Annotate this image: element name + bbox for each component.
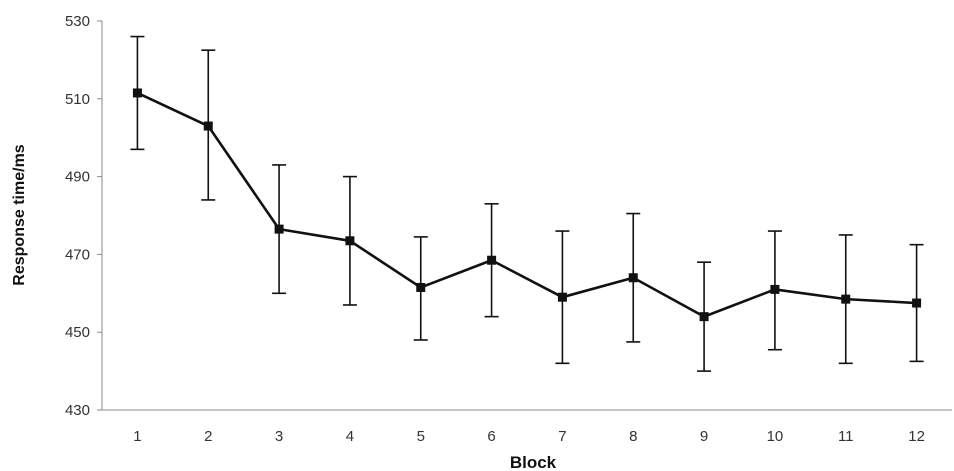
y-tick-label: 530	[65, 13, 90, 30]
x-tick-label: 6	[487, 428, 495, 445]
series-line-path	[136, 91, 917, 318]
x-tick-label: 4	[346, 428, 354, 445]
data-point-marker	[487, 255, 497, 265]
x-tick-label: 9	[700, 428, 708, 445]
x-tick-label: 8	[629, 428, 637, 445]
x-tick-label: 12	[908, 428, 925, 445]
data-markers	[132, 88, 922, 322]
x-tick-label: 11	[838, 428, 854, 445]
data-point-marker	[841, 294, 851, 304]
x-tick-label: 1	[133, 428, 141, 445]
data-point-marker	[912, 298, 922, 308]
x-tick-label: 7	[558, 428, 566, 445]
y-tick-label: 470	[65, 246, 90, 263]
data-point-marker	[416, 282, 426, 292]
series-line	[136, 91, 917, 318]
x-tick-label: 10	[767, 428, 784, 445]
data-point-marker	[203, 121, 213, 131]
y-tick-label: 450	[65, 324, 90, 341]
data-point-marker	[628, 273, 638, 283]
x-axis-title: Block	[510, 453, 557, 471]
data-point-marker	[770, 284, 780, 294]
data-point-marker	[132, 88, 142, 98]
error-bars	[130, 35, 924, 372]
y-tick-label: 510	[65, 91, 90, 108]
x-tick-label: 2	[204, 428, 212, 445]
data-point-marker	[699, 312, 709, 322]
data-point-marker	[345, 236, 355, 246]
x-tick-label: 3	[275, 428, 283, 445]
data-point-marker	[274, 224, 284, 234]
axes	[101, 21, 952, 411]
y-axis-title: Response time/ms	[11, 144, 28, 285]
x-tick-label: 5	[417, 428, 425, 445]
x-axis-ticks: 1 2 3 4 5 6 7 8 9 10 11 12	[133, 428, 925, 445]
y-axis-ticks: 430 450 470 490 510 530	[65, 13, 102, 419]
y-tick-label: 490	[65, 169, 90, 186]
data-point-marker	[557, 292, 567, 302]
y-tick-label: 430	[65, 402, 90, 419]
